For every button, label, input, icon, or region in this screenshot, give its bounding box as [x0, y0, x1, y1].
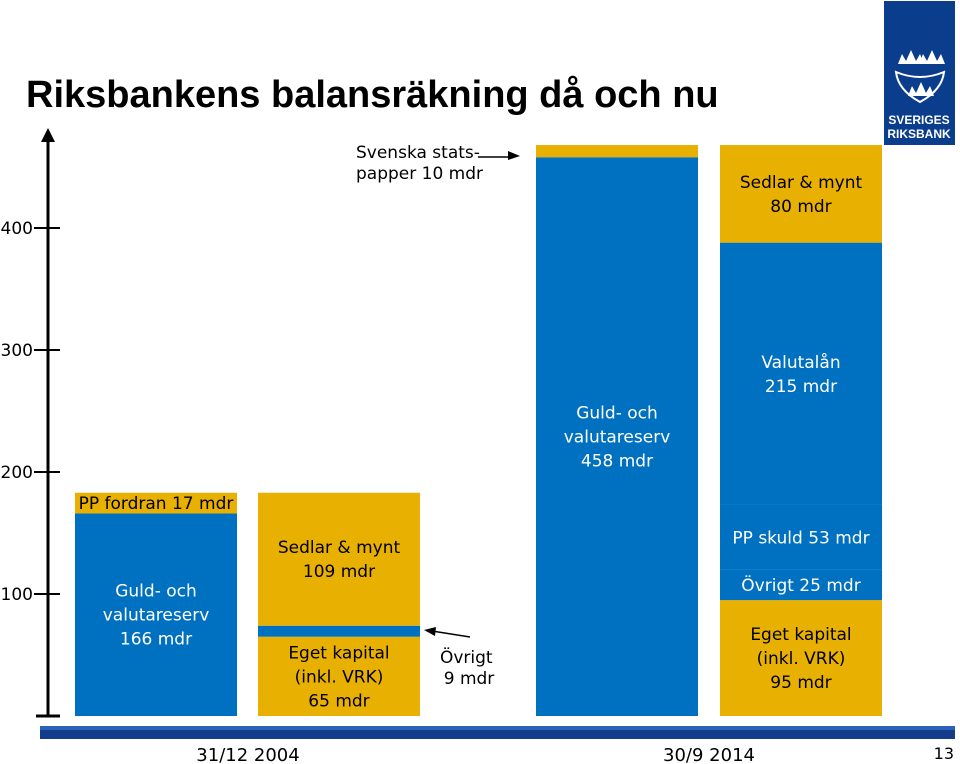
segment-label-l2014_notes: Sedlar & mynt 80 mdr: [740, 173, 863, 217]
segment-a2004_reserve: [75, 513, 237, 716]
segment-label-line: PP fordran 17 mdr: [79, 494, 234, 514]
segment-label-line: 109 mdr: [303, 562, 375, 582]
footer-band-light: [40, 726, 955, 730]
logo-line2: RIKSBANK: [887, 127, 951, 141]
segment-label-line: Sedlar & mynt: [740, 173, 863, 193]
annotation-other-arrow: [431, 630, 471, 638]
segment-label-l2014_other: Övrigt 25 mdr: [741, 574, 860, 596]
segment-label-l2004_equity: Eget kapital (inkl. VRK) 65 mdr: [288, 643, 389, 711]
crown-icon: [898, 50, 945, 96]
segment-label-line: (inkl. VRK): [295, 667, 384, 687]
annotation-other-line2: 9 mdr: [444, 669, 495, 689]
annotation-other: Övrigt 9 mdr: [424, 627, 498, 689]
segment-a2014_reserve: [536, 157, 698, 717]
segment-l2014_equity: [720, 600, 882, 716]
segment-label-l2014_loans: Valutalån 215 mdr: [761, 352, 840, 397]
bars-group: Guld- och valutareserv 166 mdr PP fordran 1…: [75, 145, 882, 717]
segment-label-line: Eget kapital: [750, 625, 851, 645]
segment-label-line: Övrigt 25 mdr: [741, 574, 860, 596]
bar-liabilities-3092014: Eget kapital (inkl. VRK) 95 mdr Övrigt 25 m…: [720, 145, 882, 716]
segment-l2014_other: [720, 569, 882, 601]
segment-label-line: 458 mdr: [581, 452, 653, 472]
segment-label-a2004_pp: PP fordran 17 mdr: [79, 494, 234, 514]
segment-label-line: (inkl. VRK): [757, 649, 846, 669]
y-tick-label-300: 300: [1, 341, 33, 361]
segment-l2004_notes: [258, 492, 420, 626]
annotation-gov-line1: Svenska stats-: [356, 143, 480, 163]
segment-l2014_notes: [720, 145, 882, 243]
annotation-gov-line2: papper 10 mdr: [356, 164, 483, 184]
segment-label-line: valutareserv: [564, 428, 671, 448]
segment-label-line: Valutalån: [761, 352, 840, 373]
segment-label-line: 166 mdr: [120, 630, 192, 650]
annotation-gov: Svenska stats- papper 10 mdr: [356, 143, 520, 184]
segment-l2004_equity: [258, 636, 420, 716]
segment-l2004_other: [258, 625, 420, 637]
logo-line1: SVERIGES: [888, 113, 949, 127]
annotation-other-line1: Övrigt: [440, 646, 493, 668]
segment-l2014_loans: [720, 242, 882, 505]
segment-label-a2004_reserve: Guld- och valutareserv 166 mdr: [103, 582, 210, 650]
page-number: 13: [934, 744, 954, 763]
segment-label-line: 95 mdr: [770, 673, 831, 693]
date-label-2004: 31/12 2004: [196, 745, 299, 764]
y-tick-label-100: 100: [1, 585, 33, 605]
segment-l2014_ppdebt: [720, 504, 882, 570]
bar-liabilities-31122004: Eget kapital (inkl. VRK) 65 mdr Sedlar & my…: [258, 492, 420, 716]
segment-a2014_gov: [536, 145, 698, 158]
y-axis: 100 200 300 400: [1, 128, 60, 718]
segment-label-line: Guld- och: [576, 404, 658, 424]
annotation-other-arrowhead: [424, 627, 436, 636]
annotation-gov-arrowhead: [508, 151, 520, 160]
y-axis-arrowhead: [41, 128, 55, 142]
segment-label-line: 215 mdr: [765, 377, 837, 397]
segment-label-line: Guld- och: [115, 582, 197, 602]
footer-band: [40, 726, 955, 739]
annotation-gov-label: Svenska stats- papper 10 mdr: [356, 143, 485, 184]
segment-label-line: valutareserv: [103, 606, 210, 626]
annotation-other-label: Övrigt 9 mdr: [440, 646, 498, 689]
bar-assets-3092014: Guld- och valutareserv 458 mdr: [536, 145, 698, 717]
shield-icon: [894, 70, 946, 104]
segment-label-l2014_ppdebt: PP skuld 53 mdr: [732, 528, 869, 548]
segment-label-l2004_notes: Sedlar & mynt 109 mdr: [278, 538, 401, 582]
segment-label-a2014_reserve: Guld- och valutareserv 458 mdr: [564, 404, 671, 472]
segment-label-line: 65 mdr: [308, 691, 369, 711]
segment-label-l2014_equity: Eget kapital (inkl. VRK) 95 mdr: [750, 625, 851, 693]
riksbank-logo: SVERIGES RIKSBANK: [884, 1, 955, 145]
bar-assets-31122004: Guld- och valutareserv 166 mdr PP fordran 1…: [75, 492, 237, 716]
segment-label-line: PP skuld 53 mdr: [732, 528, 869, 548]
date-label-2014: 30/9 2014: [663, 745, 755, 764]
y-tick-label-200: 200: [1, 463, 33, 483]
segment-label-line: Sedlar & mynt: [278, 538, 401, 558]
segment-a2004_pp: [75, 492, 237, 514]
y-tick-label-400: 400: [1, 219, 33, 239]
slide-title: Riksbankens balansräkning då och nu: [26, 74, 719, 116]
segment-label-line: 80 mdr: [770, 197, 831, 217]
segment-label-line: Eget kapital: [288, 643, 389, 663]
